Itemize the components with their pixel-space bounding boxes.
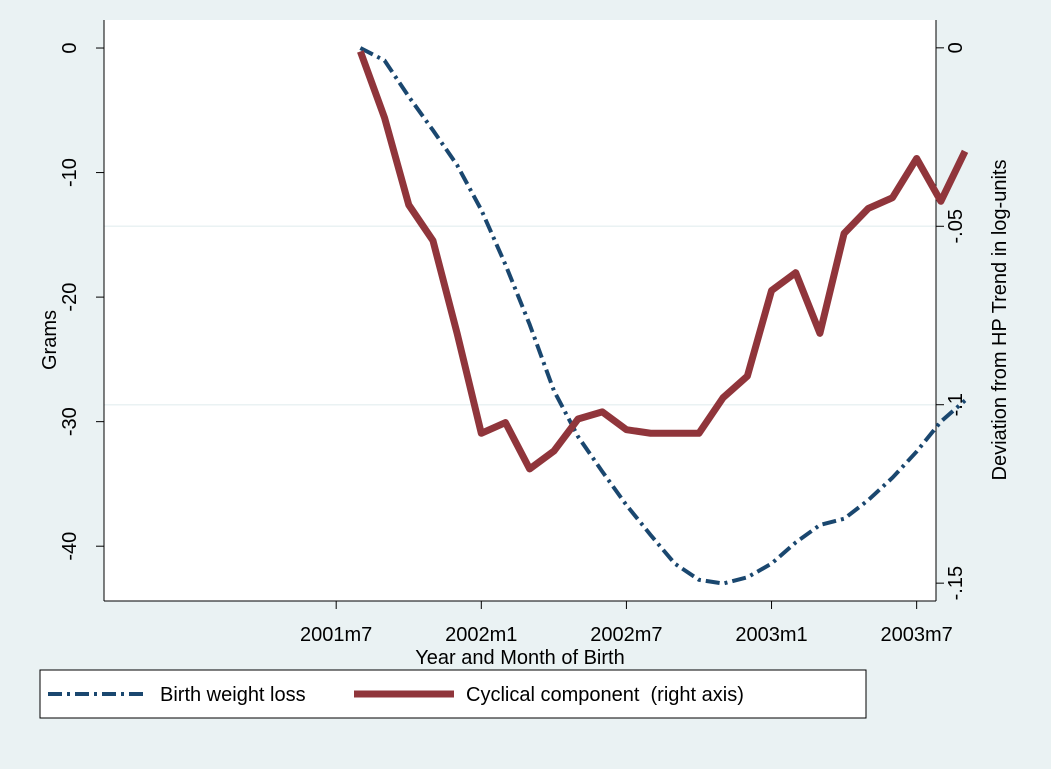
x-tick-label: 2002m1 [445,624,517,646]
x-tick-label: 2003m7 [881,624,953,646]
plot-area [104,20,936,601]
y-tick-label: -40 [59,532,81,561]
x-tick-label: 2001m7 [300,624,372,646]
legend-label: Cyclical component (right axis) [466,684,744,706]
y-tick-label: -10 [59,158,81,187]
series-line [357,50,969,473]
y2-tick-label: -.05 [945,209,967,243]
x-tick-label: 2003m1 [735,624,807,646]
x-tick-label: 2002m7 [590,624,662,646]
y2-axis-title: Deviation from HP Trend in log-units [989,160,1011,481]
x-axis-title: Year and Month of Birth [415,647,624,669]
legend-label: Birth weight loss [160,684,306,706]
y-axis-title: Grams [39,310,61,370]
y2-tick-label: -.15 [945,566,967,600]
series-line [359,46,967,586]
y-tick-label: -30 [59,407,81,436]
y-tick-label: 0 [59,42,81,53]
y2-tick-label: 0 [945,42,967,53]
y-tick-label: -20 [59,283,81,312]
legend [39,669,867,719]
